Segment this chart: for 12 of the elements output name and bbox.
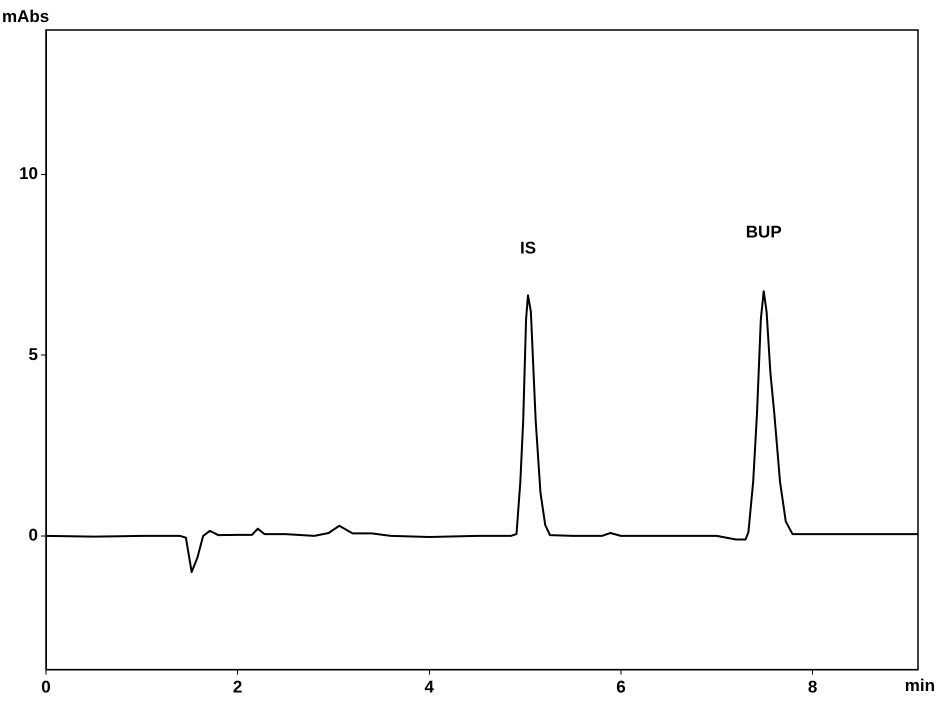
x-tick-label: 8	[808, 677, 818, 696]
y-tick-label: 0	[28, 526, 38, 545]
annotation: BUP	[746, 222, 782, 242]
y-axis-title: mAbs	[2, 7, 50, 26]
annotation: IS	[520, 238, 536, 258]
x-axis-title: min	[904, 676, 935, 695]
x-tick-label: 0	[41, 677, 51, 696]
y-tick-label: 5	[28, 344, 38, 364]
y-tick-label: 10	[19, 164, 38, 184]
x-tick-label: 4	[424, 677, 435, 696]
x-tick-label: 6	[616, 677, 626, 696]
x-tick-label: 2	[232, 677, 242, 696]
